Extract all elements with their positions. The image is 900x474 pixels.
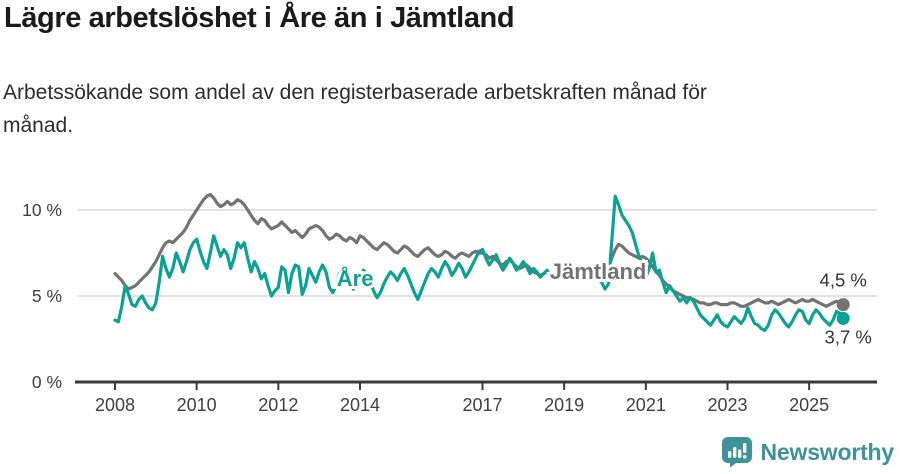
newsworthy-speech-bubble-chart-icon [721, 437, 752, 468]
x-axis-label-2021: 2021 [626, 395, 666, 415]
subtitle-line-2: månad. [3, 114, 74, 137]
end-value-label-Åre: 3,7 % [825, 326, 872, 347]
x-axis-label-2025: 2025 [789, 395, 829, 415]
y-axis-label-5: 5 % [32, 286, 62, 306]
subtitle-line-1: Arbetssökande som andel av den registerb… [3, 81, 707, 104]
end-dot-Åre [836, 311, 850, 325]
y-axis-label-10: 10 % [22, 200, 62, 220]
x-axis-label-2008: 2008 [95, 395, 135, 415]
x-axis-label-2023: 2023 [707, 395, 747, 415]
x-axis-label-2012: 2012 [258, 395, 298, 415]
series-label-Åre: Åre [337, 265, 374, 291]
series-label-Jämtland: Jämtland [550, 259, 647, 284]
page-title: Lägre arbetslöshet i Åre än i Jämtland [4, 2, 515, 34]
x-axis-label-2017: 2017 [462, 395, 502, 415]
y-axis-label-0: 0 % [32, 372, 62, 392]
newsworthy-wordmark: Newsworthy [760, 438, 895, 465]
end-dot-Jämtland [836, 298, 850, 312]
x-axis-label-2019: 2019 [544, 395, 584, 415]
newsworthy-logo: Newsworthy [721, 436, 894, 468]
x-axis-label-2010: 2010 [177, 395, 217, 415]
series-line-Åre [113, 194, 845, 332]
end-value-label-Jämtland: 4,5 % [820, 270, 867, 291]
x-axis-label-2014: 2014 [340, 395, 380, 415]
chart-subtitle: Arbetssökande som andel av den registerb… [3, 76, 707, 142]
